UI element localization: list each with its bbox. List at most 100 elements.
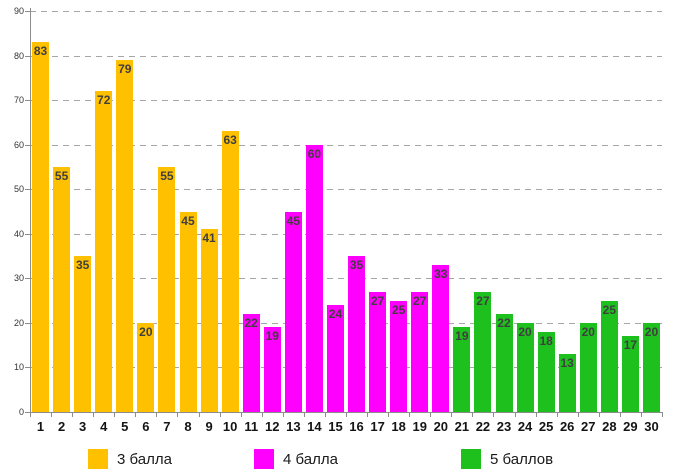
legend-item-5-ballov: 5 баллов (461, 447, 553, 471)
y-axis-tick-label: 10 (13, 362, 24, 373)
bar-value-label: 41 (202, 231, 216, 246)
bar (516, 322, 534, 412)
bar-value-label: 13 (560, 356, 574, 371)
x-axis-category-label: 3 (79, 419, 87, 434)
bar-value-label: 27 (370, 293, 385, 308)
bar-value-label: 63 (223, 133, 237, 148)
bar-value-label: 25 (391, 302, 406, 317)
legend-swatch-magenta (254, 449, 274, 469)
y-axis-tick (25, 278, 31, 280)
bar (116, 60, 134, 412)
bar (453, 327, 471, 412)
bar-value-label: 55 (54, 168, 69, 183)
bar (558, 354, 576, 412)
bar (579, 322, 597, 412)
x-axis-category-label: 26 (559, 419, 575, 434)
bar-value-label: 72 (97, 93, 111, 108)
x-axis-tick (51, 412, 53, 417)
gridline (30, 367, 662, 369)
x-axis-category-label: 19 (412, 419, 427, 434)
bar (137, 322, 155, 412)
x-axis-category-label: 10 (222, 419, 238, 434)
y-axis-tick (25, 322, 31, 324)
x-axis-tick (619, 412, 621, 417)
bar-value-label: 35 (349, 258, 364, 273)
x-axis-category-label: 21 (454, 419, 470, 434)
bar (74, 256, 92, 412)
bar (200, 229, 218, 412)
gridline (30, 11, 662, 12)
bar (621, 336, 639, 412)
x-axis-category-label: 12 (265, 419, 280, 434)
y-axis-tick-label: 70 (13, 95, 24, 106)
bar (600, 300, 618, 412)
x-axis-tick (472, 412, 474, 417)
x-axis-tick (240, 412, 242, 417)
x-axis-category-label: 16 (349, 419, 364, 434)
x-axis-category-label: 15 (328, 419, 343, 434)
bar (32, 42, 50, 412)
y-axis-tick-label: 20 (13, 317, 24, 328)
x-axis-category-label: 27 (581, 419, 596, 434)
bar (221, 131, 239, 412)
bar (537, 331, 555, 412)
bar-value-label: 55 (160, 168, 174, 183)
x-axis-category-label: 2 (57, 419, 66, 434)
gridline (30, 233, 662, 235)
x-axis-category-label: 5 (121, 419, 129, 434)
x-axis-tick (409, 412, 411, 417)
bar-value-label: 79 (118, 62, 132, 76)
x-axis-tick (303, 412, 305, 417)
x-axis-category-label: 24 (517, 419, 533, 434)
legend-swatch-yellow (88, 449, 108, 469)
y-axis-tick (25, 189, 31, 191)
x-axis-tick (198, 412, 200, 417)
x-axis-category-label: 6 (142, 419, 150, 434)
bar-value-label: 35 (75, 258, 90, 273)
x-axis-line (26, 412, 662, 413)
bar (495, 313, 513, 412)
x-axis-category-label: 4 (100, 419, 108, 434)
x-axis-tick (30, 412, 31, 417)
bar-value-label: 22 (244, 315, 258, 330)
bar (284, 211, 302, 412)
legend-label-5-ballov: 5 баллов (490, 450, 554, 468)
x-axis-tick (556, 412, 558, 417)
y-axis-tick (25, 11, 31, 12)
y-axis-line (30, 8, 31, 412)
y-axis-tick-label: 80 (13, 50, 24, 61)
gridline (30, 100, 662, 102)
bar-value-label: 83 (33, 44, 48, 59)
bar (348, 256, 366, 412)
x-axis-tick (577, 412, 579, 417)
bar-value-label: 17 (623, 338, 638, 353)
x-axis-tick (451, 412, 453, 417)
bar (411, 291, 429, 412)
x-axis-tick (219, 412, 221, 417)
bar (474, 291, 492, 412)
bar-value-label: 20 (581, 324, 595, 339)
gridline (30, 278, 662, 280)
bar-value-label: 27 (476, 293, 490, 308)
x-axis-tick (93, 412, 95, 417)
x-axis-category-label: 18 (391, 419, 406, 434)
bar (158, 166, 176, 412)
bar-value-label: 20 (518, 324, 532, 339)
bar-value-label: 27 (413, 293, 427, 308)
x-axis-tick (388, 412, 390, 417)
x-axis-category-label: 28 (602, 419, 617, 434)
y-axis-tick (25, 100, 31, 102)
y-axis-tick (25, 367, 31, 369)
bar (305, 144, 323, 412)
bar-value-label: 33 (434, 266, 448, 281)
bar-value-label: 24 (328, 307, 343, 322)
x-axis-tick (261, 412, 263, 417)
x-axis-category-label: 11 (244, 419, 259, 434)
legend-item-3-balla: 3 балла (88, 447, 172, 471)
x-axis-category-label: 7 (163, 419, 171, 434)
gridline (30, 322, 662, 324)
bar (263, 327, 281, 412)
legend-label-3-balla: 3 балла (117, 450, 172, 468)
bar-value-label: 25 (602, 302, 616, 317)
